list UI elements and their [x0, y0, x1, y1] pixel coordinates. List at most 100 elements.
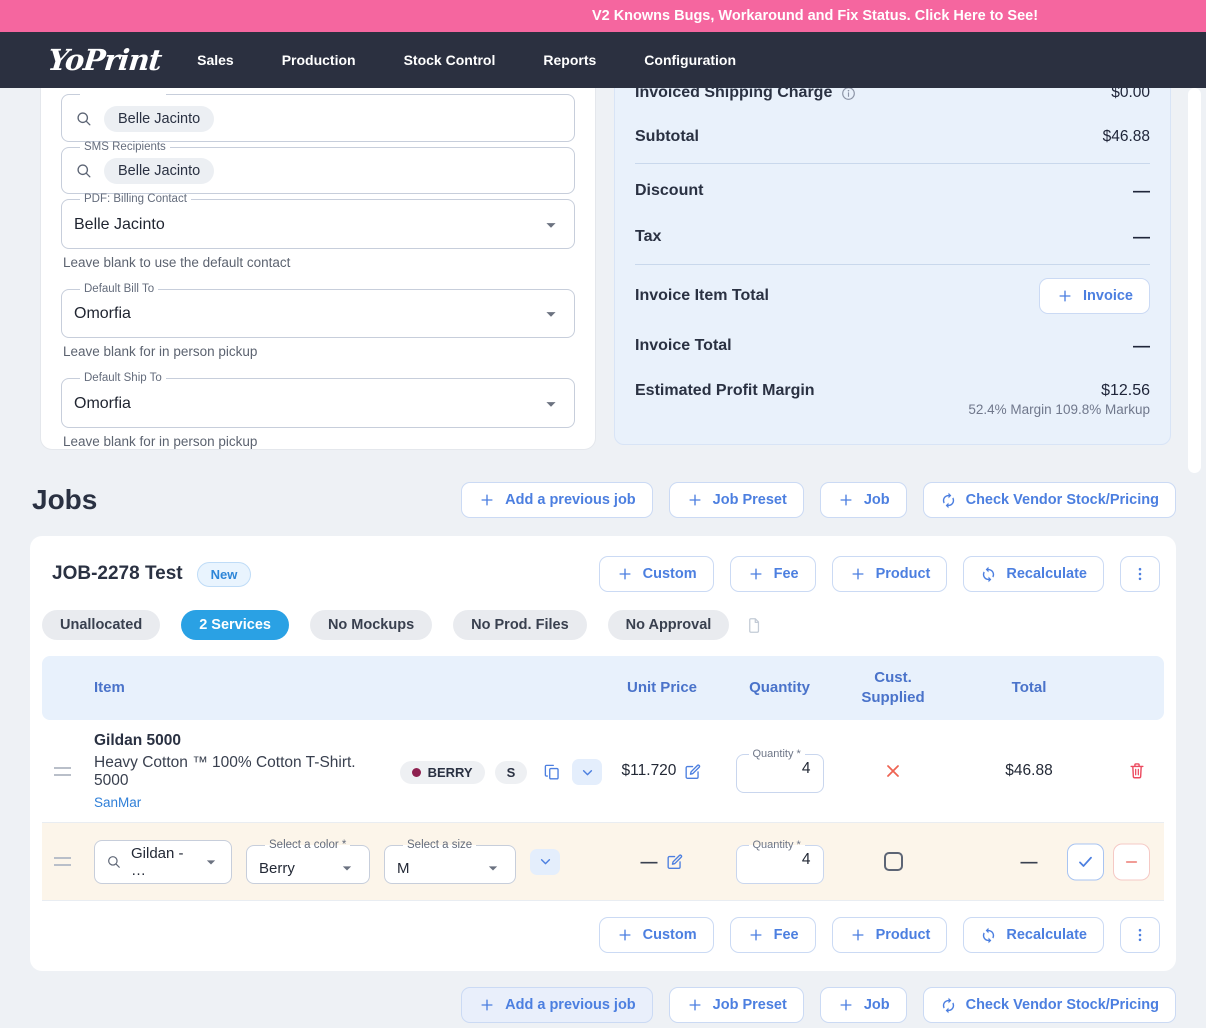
billing-contact-select[interactable]: PDF: Billing Contact Belle Jacinto [61, 193, 575, 249]
copy-button[interactable] [543, 763, 562, 782]
plus-icon [689, 999, 701, 1011]
quantity-label: Quantity * [752, 838, 801, 851]
margin-markup-note: 52.4% Margin 109.8% Markup [968, 402, 1150, 417]
chip-unallocated[interactable]: Unallocated [42, 610, 161, 640]
check-vendor-stock-button[interactable]: Check Vendor Stock/Pricing [922, 482, 1176, 518]
sms-recipients-field[interactable]: SMS Recipients Belle Jacinto [61, 140, 575, 194]
caret-down-icon [546, 222, 556, 228]
plus-icon [481, 494, 493, 506]
add-product-button[interactable]: Product [831, 556, 948, 592]
table-row-editing: Gildan - … Select a color * Berry Select… [42, 823, 1164, 901]
expand-row-button[interactable] [572, 759, 602, 785]
confirm-row-button[interactable] [1067, 843, 1104, 880]
subtotal-row: Subtotal $46.88 [635, 115, 1150, 159]
drag-handle[interactable] [53, 766, 71, 776]
add-previous-job-button[interactable]: Add a previous job [461, 987, 653, 1023]
add-job-button[interactable]: Job [819, 482, 907, 518]
order-settings-section: Belle Jacinto SMS Recipients Belle Jacin… [30, 62, 1176, 450]
ship-to-helper: Leave blank for in person pickup [63, 433, 258, 449]
chip-no-prod-files[interactable]: No Prod. Files [453, 610, 587, 640]
caret-down-icon [546, 312, 556, 317]
sms-recipients-label: SMS Recipients [84, 140, 166, 153]
cust-supplied-checkbox[interactable] [883, 852, 903, 871]
delete-row-button[interactable] [1127, 761, 1147, 781]
billing-contact-label: PDF: Billing Contact [84, 193, 187, 205]
profit-margin-label: Estimated Profit Margin [635, 382, 815, 399]
col-cust-supplied: Cust. Supplied [861, 668, 925, 706]
edit-price-button[interactable] [683, 762, 702, 781]
chip-no-approval[interactable]: No Approval [607, 610, 730, 640]
scrollbar-thumb[interactable] [1188, 88, 1201, 473]
announcement-banner[interactable]: V2 Knowns Bugs, Workaround and Fix Statu… [0, 0, 1206, 32]
check-vendor-stock-button[interactable]: Check Vendor Stock/Pricing [922, 987, 1176, 1023]
recalculate-button[interactable]: Recalculate [963, 917, 1104, 953]
edit-icon [685, 763, 701, 779]
size-chip: S [494, 760, 528, 784]
ship-to-value: Omorfia [74, 394, 131, 412]
job-preset-button[interactable]: Job Preset [668, 482, 804, 518]
divider [635, 163, 1150, 164]
add-previous-job-button[interactable]: Add a previous job [461, 482, 653, 518]
bill-to-helper: Leave blank for in person pickup [63, 344, 258, 359]
kebab-menu-icon [1138, 928, 1142, 942]
profit-margin-value: $12.56 [1101, 382, 1150, 399]
chip-no-mockups[interactable]: No Mockups [309, 610, 433, 640]
job-card-actions: Custom Fee Product Recalculate [598, 556, 1160, 592]
col-unit-price: Unit Price [626, 678, 698, 696]
job-card-footer-actions: Custom Fee Product Recalculate [42, 917, 1164, 953]
add-custom-button[interactable]: Custom [598, 556, 714, 592]
sync-icon [983, 566, 995, 582]
job-more-menu-button[interactable] [1120, 917, 1160, 953]
recipients-field[interactable]: Belle Jacinto [61, 89, 575, 142]
trash-icon [1129, 763, 1144, 779]
color-select[interactable]: Select a color * Berry [246, 839, 370, 884]
nav-item-reports[interactable]: Reports [543, 52, 597, 68]
row-total-empty: — [1020, 851, 1038, 871]
nav-item-configuration[interactable]: Configuration [644, 52, 737, 68]
recalculate-button[interactable]: Recalculate [963, 556, 1104, 592]
nav-item-production[interactable]: Production [281, 52, 356, 68]
vendor-link[interactable]: SanMar [94, 795, 142, 810]
add-fee-button[interactable]: Fee [729, 917, 816, 953]
table-row: Gildan 5000 Heavy Cotton ™ 100% Cotton T… [42, 720, 1164, 823]
add-custom-button[interactable]: Custom [598, 917, 714, 953]
vendor-sync-icon [942, 997, 954, 1013]
discount-row: Discount — [635, 168, 1150, 214]
nav-item-stock-control[interactable]: Stock Control [403, 52, 496, 68]
expand-row-button[interactable] [530, 848, 560, 875]
edit-price-button[interactable] [665, 852, 684, 871]
edit-icon [666, 854, 682, 869]
billing-contact-value: Belle Jacinto [74, 215, 165, 233]
top-navbar: YoPrint Sales Production Stock Control R… [0, 32, 1206, 88]
search-icon [108, 855, 120, 868]
remove-row-button[interactable] [1113, 843, 1150, 880]
add-fee-button[interactable]: Fee [729, 556, 816, 592]
sms-recipient-chip[interactable]: Belle Jacinto [104, 158, 215, 184]
chip-services[interactable]: 2 Services [181, 610, 289, 640]
drag-handle[interactable] [53, 857, 71, 866]
add-invoice-button[interactable]: Invoice [1039, 278, 1150, 314]
ship-to-select[interactable]: Default Ship To Omorfia [61, 372, 575, 428]
brand-logo[interactable]: YoPrint [46, 43, 163, 77]
add-product-button[interactable]: Product [831, 917, 948, 953]
quantity-input[interactable] [746, 760, 813, 784]
ship-to-label: Default Ship To [84, 372, 162, 384]
add-job-button[interactable]: Job [819, 987, 907, 1023]
bill-to-select[interactable]: Default Bill To Omorfia [61, 283, 575, 338]
job-card: JOB-2278 Test New Custom Fee Product [30, 536, 1176, 971]
job-title: JOB-2278 Test [52, 563, 183, 584]
nav-item-sales[interactable]: Sales [197, 52, 234, 68]
jobs-header: Jobs Add a previous job Job Preset Job C… [30, 482, 1176, 518]
job-preset-button[interactable]: Job Preset [668, 987, 804, 1023]
not-supplied-x-icon[interactable] [883, 761, 903, 781]
recipient-chip[interactable]: Belle Jacinto [104, 105, 215, 132]
plus-icon [619, 929, 631, 941]
document-icon[interactable] [745, 616, 764, 635]
copy-icon [544, 764, 559, 780]
size-select[interactable]: Select a size M [384, 839, 516, 884]
product-search-select[interactable]: Gildan - … [94, 839, 232, 884]
quantity-input[interactable] [746, 850, 813, 875]
job-card-header: JOB-2278 Test New Custom Fee Product [42, 556, 1164, 592]
tax-value: — [1133, 227, 1150, 246]
job-more-menu-button[interactable] [1120, 556, 1160, 592]
